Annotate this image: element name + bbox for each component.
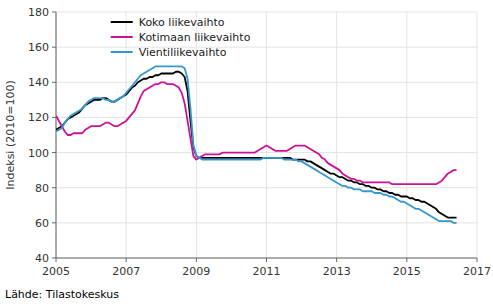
- tick-mark: [52, 152, 56, 153]
- tick-label: 120: [28, 111, 49, 124]
- source: Lähde: Tilastokeskus: [5, 288, 119, 301]
- tick-label: 140: [28, 76, 49, 89]
- tick-mark: [477, 258, 478, 262]
- grid-line: [126, 12, 127, 258]
- tick-mark: [336, 258, 337, 262]
- legend-label: Kotimaan liikevaihto: [139, 31, 251, 44]
- grid: [56, 12, 477, 258]
- tick-label: 40: [35, 252, 49, 265]
- grid-line: [266, 12, 267, 258]
- grid-line: [56, 12, 57, 258]
- tick-label: 180: [28, 6, 49, 19]
- tick-label: 160: [28, 41, 49, 54]
- legend-swatch: [111, 36, 133, 38]
- grid-line: [56, 258, 477, 259]
- grid-line: [336, 12, 337, 258]
- tick-label: 2007: [112, 265, 140, 278]
- tick-label: 80: [35, 182, 49, 195]
- tick-mark: [52, 82, 56, 83]
- tick-mark: [126, 258, 127, 262]
- tick-label: 2005: [42, 265, 70, 278]
- series-line: [56, 82, 457, 184]
- tick-label: 60: [35, 217, 49, 230]
- x-axis: [56, 258, 477, 259]
- tick-mark: [52, 12, 56, 13]
- tick-mark: [52, 258, 56, 259]
- tick-label: 2015: [393, 265, 421, 278]
- legend-label: Vientiliikevaihto: [139, 46, 227, 59]
- chart: 40 60 80 100 120 140 160 180 2005 2007 2009 2011 201…: [0, 0, 493, 304]
- grid-line: [477, 12, 478, 258]
- tick-mark: [52, 117, 56, 118]
- tick-mark: [406, 258, 407, 262]
- legend-label: Koko liikevaihto: [139, 16, 225, 29]
- tick-label: 2009: [182, 265, 210, 278]
- tick-label: 2017: [463, 265, 491, 278]
- tick-label: 2011: [253, 265, 281, 278]
- tick-mark: [52, 222, 56, 223]
- tick-mark: [52, 47, 56, 48]
- lines: [56, 66, 457, 222]
- y-axis-label: Indeksi (2010=100): [4, 80, 17, 189]
- tick-mark: [52, 187, 56, 188]
- y-axis: [56, 12, 57, 258]
- series-line: [56, 72, 457, 218]
- legend-swatch: [111, 51, 133, 53]
- tick-label: 2013: [323, 265, 351, 278]
- tick-mark: [56, 258, 57, 262]
- legend: Koko liikevaihto Kotimaan liikevaihto Vien…: [111, 16, 251, 59]
- legend-swatch: [111, 21, 133, 23]
- tick-label: 100: [28, 147, 49, 160]
- tick-mark: [266, 258, 267, 262]
- tick-mark: [196, 258, 197, 262]
- grid-line: [406, 12, 407, 258]
- series-line: [56, 66, 457, 222]
